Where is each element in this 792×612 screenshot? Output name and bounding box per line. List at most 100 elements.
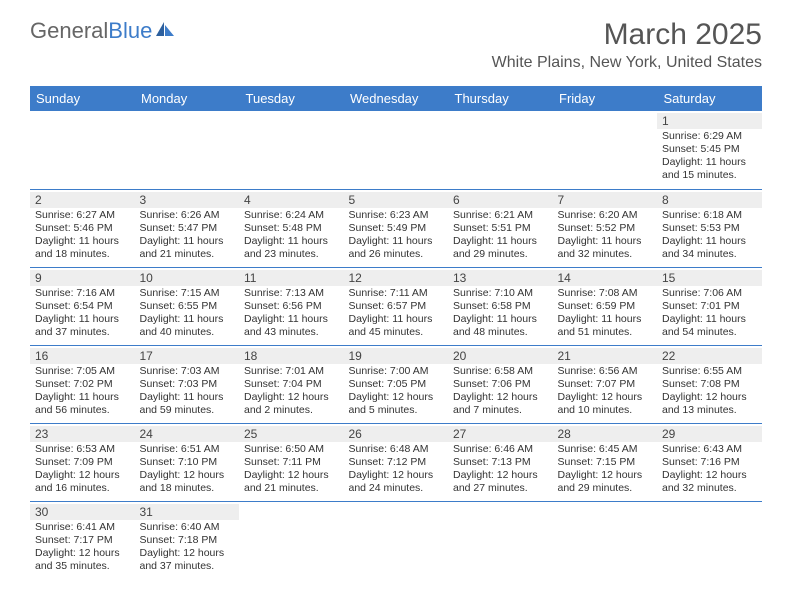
day-info: Sunrise: 6:50 AMSunset: 7:11 PMDaylight:… bbox=[244, 443, 339, 496]
sunrise-text: Sunrise: 6:50 AM bbox=[244, 443, 339, 456]
calendar-cell bbox=[344, 501, 449, 579]
sunrise-text: Sunrise: 7:08 AM bbox=[558, 287, 653, 300]
sunset-text: Sunset: 7:07 PM bbox=[558, 378, 653, 391]
day-info: Sunrise: 7:01 AMSunset: 7:04 PMDaylight:… bbox=[244, 365, 339, 418]
calendar-cell: 1Sunrise: 6:29 AMSunset: 5:45 PMDaylight… bbox=[657, 111, 762, 189]
daylight-text: Daylight: 12 hours and 24 minutes. bbox=[349, 469, 444, 495]
day-info: Sunrise: 6:58 AMSunset: 7:06 PMDaylight:… bbox=[453, 365, 548, 418]
weekday-header: Saturday bbox=[657, 86, 762, 111]
day-number: 25 bbox=[239, 426, 344, 442]
day-info: Sunrise: 7:13 AMSunset: 6:56 PMDaylight:… bbox=[244, 287, 339, 340]
day-number: 5 bbox=[344, 192, 449, 208]
sunrise-text: Sunrise: 7:06 AM bbox=[662, 287, 757, 300]
calendar-cell bbox=[344, 111, 449, 189]
day-info: Sunrise: 7:15 AMSunset: 6:55 PMDaylight:… bbox=[140, 287, 235, 340]
daylight-text: Daylight: 11 hours and 43 minutes. bbox=[244, 313, 339, 339]
day-number: 8 bbox=[657, 192, 762, 208]
calendar-cell: 24Sunrise: 6:51 AMSunset: 7:10 PMDayligh… bbox=[135, 423, 240, 501]
day-number: 6 bbox=[448, 192, 553, 208]
day-info: Sunrise: 7:11 AMSunset: 6:57 PMDaylight:… bbox=[349, 287, 444, 340]
day-number: 31 bbox=[135, 504, 240, 520]
calendar-cell bbox=[135, 111, 240, 189]
daylight-text: Daylight: 12 hours and 35 minutes. bbox=[35, 547, 130, 573]
weekday-header: Tuesday bbox=[239, 86, 344, 111]
day-number: 27 bbox=[448, 426, 553, 442]
sunset-text: Sunset: 6:56 PM bbox=[244, 300, 339, 313]
day-number: 3 bbox=[135, 192, 240, 208]
calendar-cell: 10Sunrise: 7:15 AMSunset: 6:55 PMDayligh… bbox=[135, 267, 240, 345]
calendar-cell: 8Sunrise: 6:18 AMSunset: 5:53 PMDaylight… bbox=[657, 189, 762, 267]
daylight-text: Daylight: 12 hours and 13 minutes. bbox=[662, 391, 757, 417]
sunset-text: Sunset: 6:59 PM bbox=[558, 300, 653, 313]
sail-icon bbox=[154, 18, 176, 44]
daylight-text: Daylight: 12 hours and 18 minutes. bbox=[140, 469, 235, 495]
day-number: 21 bbox=[553, 348, 658, 364]
day-info: Sunrise: 7:03 AMSunset: 7:03 PMDaylight:… bbox=[140, 365, 235, 418]
sunrise-text: Sunrise: 6:18 AM bbox=[662, 209, 757, 222]
daylight-text: Daylight: 12 hours and 21 minutes. bbox=[244, 469, 339, 495]
calendar-cell: 15Sunrise: 7:06 AMSunset: 7:01 PMDayligh… bbox=[657, 267, 762, 345]
calendar-cell bbox=[239, 501, 344, 579]
sunrise-text: Sunrise: 7:13 AM bbox=[244, 287, 339, 300]
header: GeneralBlue March 2025 White Plains, New… bbox=[0, 0, 792, 80]
day-info: Sunrise: 6:56 AMSunset: 7:07 PMDaylight:… bbox=[558, 365, 653, 418]
sunset-text: Sunset: 5:46 PM bbox=[35, 222, 130, 235]
daylight-text: Daylight: 12 hours and 27 minutes. bbox=[453, 469, 548, 495]
day-info: Sunrise: 6:29 AMSunset: 5:45 PMDaylight:… bbox=[662, 130, 757, 183]
day-number: 11 bbox=[239, 270, 344, 286]
sunset-text: Sunset: 7:04 PM bbox=[244, 378, 339, 391]
day-info: Sunrise: 7:08 AMSunset: 6:59 PMDaylight:… bbox=[558, 287, 653, 340]
sunset-text: Sunset: 5:51 PM bbox=[453, 222, 548, 235]
day-number: 1 bbox=[657, 113, 762, 129]
calendar-cell: 25Sunrise: 6:50 AMSunset: 7:11 PMDayligh… bbox=[239, 423, 344, 501]
calendar-row: 9Sunrise: 7:16 AMSunset: 6:54 PMDaylight… bbox=[30, 267, 762, 345]
day-info: Sunrise: 7:16 AMSunset: 6:54 PMDaylight:… bbox=[35, 287, 130, 340]
sunset-text: Sunset: 6:57 PM bbox=[349, 300, 444, 313]
day-info: Sunrise: 6:48 AMSunset: 7:12 PMDaylight:… bbox=[349, 443, 444, 496]
sunset-text: Sunset: 7:12 PM bbox=[349, 456, 444, 469]
day-info: Sunrise: 6:53 AMSunset: 7:09 PMDaylight:… bbox=[35, 443, 130, 496]
day-number: 15 bbox=[657, 270, 762, 286]
sunrise-text: Sunrise: 7:01 AM bbox=[244, 365, 339, 378]
calendar-cell: 4Sunrise: 6:24 AMSunset: 5:48 PMDaylight… bbox=[239, 189, 344, 267]
day-info: Sunrise: 6:20 AMSunset: 5:52 PMDaylight:… bbox=[558, 209, 653, 262]
day-info: Sunrise: 6:43 AMSunset: 7:16 PMDaylight:… bbox=[662, 443, 757, 496]
calendar-cell: 5Sunrise: 6:23 AMSunset: 5:49 PMDaylight… bbox=[344, 189, 449, 267]
calendar-cell bbox=[448, 111, 553, 189]
calendar-cell: 19Sunrise: 7:00 AMSunset: 7:05 PMDayligh… bbox=[344, 345, 449, 423]
sunrise-text: Sunrise: 7:10 AM bbox=[453, 287, 548, 300]
title-block: March 2025 White Plains, New York, Unite… bbox=[492, 18, 762, 72]
sunset-text: Sunset: 5:52 PM bbox=[558, 222, 653, 235]
day-number: 12 bbox=[344, 270, 449, 286]
daylight-text: Daylight: 12 hours and 32 minutes. bbox=[662, 469, 757, 495]
calendar-table: SundayMondayTuesdayWednesdayThursdayFrid… bbox=[30, 86, 762, 579]
day-number: 16 bbox=[30, 348, 135, 364]
day-number: 22 bbox=[657, 348, 762, 364]
day-info: Sunrise: 6:27 AMSunset: 5:46 PMDaylight:… bbox=[35, 209, 130, 262]
sunset-text: Sunset: 7:16 PM bbox=[662, 456, 757, 469]
day-info: Sunrise: 6:55 AMSunset: 7:08 PMDaylight:… bbox=[662, 365, 757, 418]
sunset-text: Sunset: 5:47 PM bbox=[140, 222, 235, 235]
calendar-cell: 29Sunrise: 6:43 AMSunset: 7:16 PMDayligh… bbox=[657, 423, 762, 501]
day-info: Sunrise: 7:06 AMSunset: 7:01 PMDaylight:… bbox=[662, 287, 757, 340]
calendar-cell: 16Sunrise: 7:05 AMSunset: 7:02 PMDayligh… bbox=[30, 345, 135, 423]
daylight-text: Daylight: 12 hours and 5 minutes. bbox=[349, 391, 444, 417]
sunset-text: Sunset: 7:08 PM bbox=[662, 378, 757, 391]
calendar-head: SundayMondayTuesdayWednesdayThursdayFrid… bbox=[30, 86, 762, 111]
sunrise-text: Sunrise: 6:24 AM bbox=[244, 209, 339, 222]
sunset-text: Sunset: 5:48 PM bbox=[244, 222, 339, 235]
sunrise-text: Sunrise: 6:26 AM bbox=[140, 209, 235, 222]
sunrise-text: Sunrise: 6:55 AM bbox=[662, 365, 757, 378]
location: White Plains, New York, United States bbox=[492, 54, 762, 72]
daylight-text: Daylight: 11 hours and 51 minutes. bbox=[558, 313, 653, 339]
sunrise-text: Sunrise: 6:58 AM bbox=[453, 365, 548, 378]
daylight-text: Daylight: 12 hours and 16 minutes. bbox=[35, 469, 130, 495]
daylight-text: Daylight: 11 hours and 29 minutes. bbox=[453, 235, 548, 261]
day-info: Sunrise: 6:24 AMSunset: 5:48 PMDaylight:… bbox=[244, 209, 339, 262]
sunset-text: Sunset: 7:09 PM bbox=[35, 456, 130, 469]
sunrise-text: Sunrise: 7:00 AM bbox=[349, 365, 444, 378]
calendar-cell: 11Sunrise: 7:13 AMSunset: 6:56 PMDayligh… bbox=[239, 267, 344, 345]
daylight-text: Daylight: 11 hours and 21 minutes. bbox=[140, 235, 235, 261]
calendar-row: 1Sunrise: 6:29 AMSunset: 5:45 PMDaylight… bbox=[30, 111, 762, 189]
daylight-text: Daylight: 11 hours and 45 minutes. bbox=[349, 313, 444, 339]
